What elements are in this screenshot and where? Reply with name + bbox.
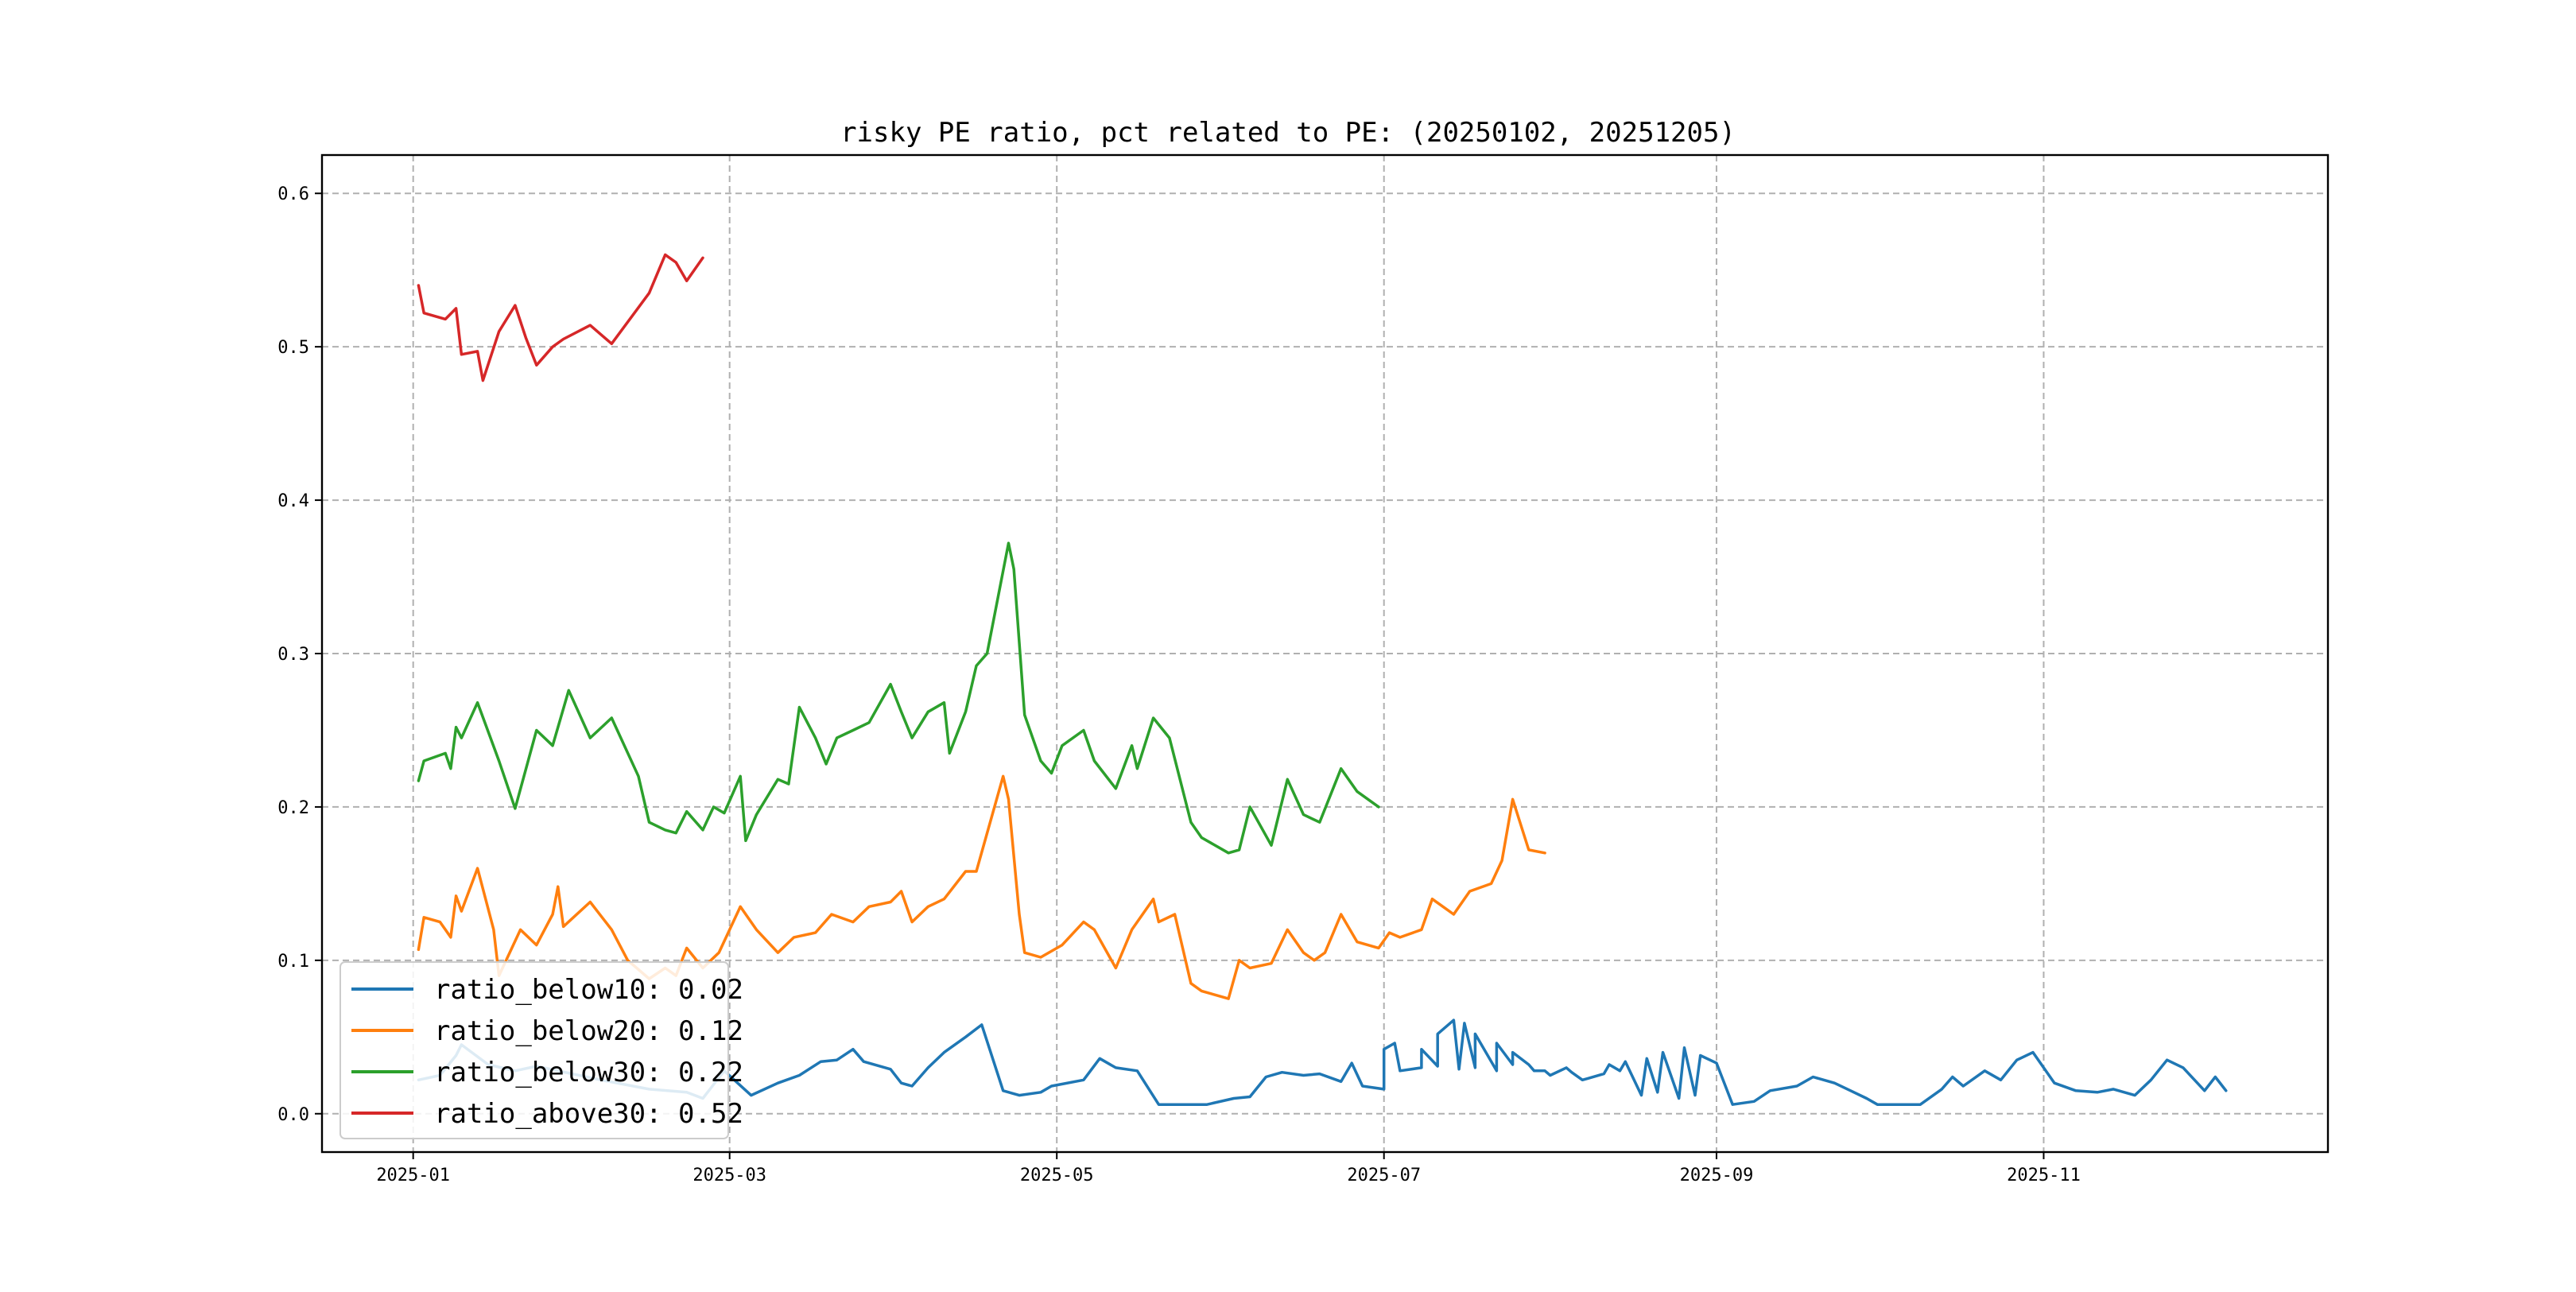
legend-label: ratio_below20: 0.12 — [434, 1015, 743, 1047]
legend-label: ratio_below10: 0.02 — [434, 974, 743, 1006]
grid — [322, 155, 2328, 1152]
legend-label: ratio_above30: 0.52 — [434, 1098, 743, 1130]
series-line-ratio-below10 — [417, 1018, 2228, 1106]
x-tick-label: 2025-01 — [376, 1166, 450, 1185]
legend-box — [339, 961, 729, 1139]
x-tick-label: 2025-09 — [1680, 1166, 1754, 1185]
x-tick-label: 2025-05 — [1020, 1166, 1094, 1185]
x-tick-label: 2025-03 — [692, 1166, 766, 1185]
series-line-ratio-above30 — [417, 253, 704, 382]
x-axis: 2025-01 2025-03 2025-05 2025-07 2025-09 2025-… — [376, 1152, 2081, 1185]
legend-label: ratio_below30: 0.22 — [434, 1057, 743, 1088]
y-tick-label: 0.1 — [277, 952, 309, 972]
series-line-ratio-below30 — [417, 541, 1380, 855]
y-tick-label: 0.4 — [277, 491, 309, 511]
series-line-ratio-below20 — [417, 774, 1546, 1000]
y-tick-label: 0.2 — [277, 798, 309, 818]
y-tick-label: 0.5 — [277, 338, 309, 358]
y-tick-label: 0.6 — [277, 184, 309, 204]
y-tick-label: 0.0 — [277, 1105, 309, 1125]
y-axis: 0.0 0.1 0.2 0.3 0.4 0.5 0.6 — [277, 184, 322, 1125]
x-tick-label: 2025-11 — [2007, 1166, 2081, 1185]
chart-title: risky PE ratio, pct related to PE: (2025… — [840, 117, 1736, 149]
series-layer — [417, 253, 2228, 1106]
y-tick-label: 0.3 — [277, 645, 309, 665]
legend: ratio_below10: 0.02 ratio_below20: 0.12 ra… — [339, 961, 743, 1139]
x-tick-label: 2025-07 — [1347, 1166, 1421, 1185]
